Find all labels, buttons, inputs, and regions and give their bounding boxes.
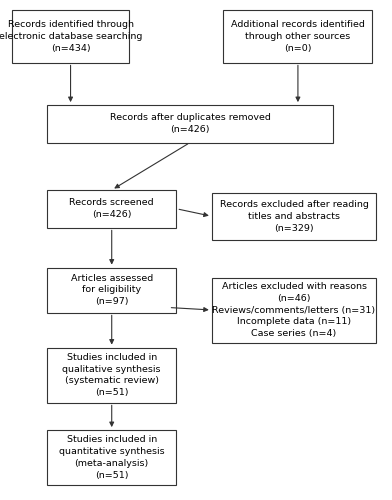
FancyBboxPatch shape xyxy=(47,348,176,403)
Text: Articles excluded with reasons
(n=46)
Reviews/comments/letters (n=31)
Incomplete: Articles excluded with reasons (n=46) Re… xyxy=(212,282,376,338)
Text: Records excluded after reading
titles and abstracts
(n=329): Records excluded after reading titles an… xyxy=(220,200,368,232)
Text: Articles assessed
for eligibility
(n=97): Articles assessed for eligibility (n=97) xyxy=(71,274,153,306)
Text: Records after duplicates removed
(n=426): Records after duplicates removed (n=426) xyxy=(110,114,270,134)
Text: Additional records identified
through other sources
(n=0): Additional records identified through ot… xyxy=(231,20,365,52)
Text: Records identified through
electronic database searching
(n=434): Records identified through electronic da… xyxy=(0,20,142,52)
FancyBboxPatch shape xyxy=(47,430,176,485)
FancyBboxPatch shape xyxy=(212,192,376,240)
Text: Studies included in
qualitative synthesis
(systematic review)
(n=51): Studies included in qualitative synthesi… xyxy=(62,353,161,397)
FancyBboxPatch shape xyxy=(47,190,176,228)
FancyBboxPatch shape xyxy=(47,268,176,312)
Text: Studies included in
quantitative synthesis
(meta-analysis)
(n=51): Studies included in quantitative synthes… xyxy=(59,436,165,480)
Text: Records screened
(n=426): Records screened (n=426) xyxy=(69,198,154,219)
FancyBboxPatch shape xyxy=(12,10,129,62)
FancyBboxPatch shape xyxy=(47,105,333,142)
FancyBboxPatch shape xyxy=(212,278,376,342)
FancyBboxPatch shape xyxy=(223,10,372,62)
